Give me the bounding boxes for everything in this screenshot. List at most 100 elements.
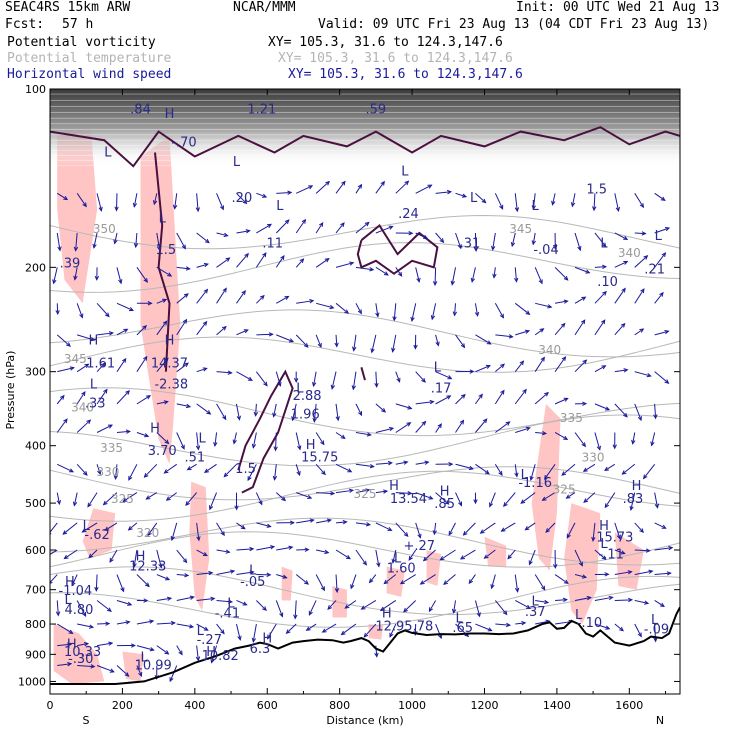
- wind-vector-head: [143, 598, 149, 603]
- wind-vector: [327, 600, 337, 610]
- wind-vector: [156, 597, 172, 601]
- wind-vector-head: [124, 672, 130, 677]
- stratosphere-shading: [50, 89, 680, 167]
- wind-vector: [171, 522, 178, 541]
- wind-vector-head: [637, 632, 642, 638]
- wind-vector: [566, 522, 576, 538]
- wind-vector: [571, 193, 576, 207]
- extremum-label: .20: [232, 191, 253, 206]
- wind-vector-head: [347, 468, 353, 473]
- wind-vector-head: [208, 570, 214, 576]
- wind-vector: [176, 623, 194, 628]
- wind-vector: [77, 623, 94, 628]
- wind-vector-head: [83, 470, 88, 476]
- wind-vector: [494, 390, 505, 405]
- header: SEAC4RS 15km ARW NCAR/MMM Init: 00 UTC W…: [0, 0, 740, 90]
- wind-vector-head: [451, 608, 457, 614]
- wind-vectors: [50, 180, 674, 683]
- wind-vector: [116, 358, 127, 372]
- wind-vector: [315, 574, 325, 591]
- wind-vector-head: [71, 581, 76, 587]
- wind-vector-head: [561, 471, 567, 476]
- wind-vector: [355, 266, 374, 271]
- extremum-label: 1.5: [235, 462, 256, 477]
- wind-vector-head: [430, 315, 436, 321]
- wind-vector: [335, 521, 347, 524]
- wind-vector-head: [502, 610, 508, 616]
- wind-vector-head: [128, 475, 133, 481]
- wind-vector-head: [170, 620, 176, 626]
- wind-vector: [395, 522, 409, 537]
- wind-vector: [654, 371, 669, 384]
- wind-vector-head: [312, 417, 317, 423]
- wind-vector-head: [653, 414, 658, 420]
- wind-vector: [463, 522, 476, 536]
- model-title: SEAC4RS 15km ARW: [5, 0, 131, 15]
- wind-vector: [554, 432, 568, 440]
- wind-vector-head: [84, 363, 90, 368]
- wind-vector: [411, 303, 417, 321]
- wind-vector-head: [321, 628, 327, 633]
- wind-vector-head: [379, 606, 385, 612]
- wind-vector-head: [482, 418, 488, 424]
- wind-vector-head: [241, 289, 246, 295]
- wind-vector-head: [457, 244, 462, 250]
- wind-vector-head: [364, 221, 370, 227]
- extremum-label: L: [394, 552, 402, 567]
- wind-vector: [196, 572, 213, 576]
- wind-vector: [654, 600, 665, 607]
- isentrope: [50, 309, 680, 358]
- wind-vector-head: [360, 605, 366, 610]
- wind-vector: [236, 371, 253, 381]
- wind-vector: [136, 665, 142, 677]
- wind-vector-head: [423, 234, 429, 239]
- wind-vector: [176, 596, 194, 601]
- wind-vector: [196, 289, 208, 304]
- wind-vector: [196, 432, 199, 450]
- wind-vector: [176, 403, 191, 408]
- wind-vector-head: [487, 627, 493, 632]
- extremum-label: 12.95: [375, 619, 412, 634]
- wind-vector-head: [149, 619, 155, 624]
- wind-vector: [435, 334, 439, 346]
- wind-vector: [431, 303, 437, 320]
- wind-vector-head: [551, 200, 556, 206]
- wind-vector-head: [182, 558, 188, 564]
- extremum-label: -.30: [68, 652, 93, 667]
- wind-vector: [535, 599, 549, 604]
- wind-vector: [169, 665, 178, 682]
- wind-vector: [116, 302, 134, 311]
- wind-vector-head: [585, 269, 591, 274]
- wind-vector-head: [399, 580, 405, 585]
- wind-vector-head: [249, 570, 255, 575]
- wind-vector: [335, 432, 346, 439]
- wind-vector-head: [100, 362, 106, 368]
- wind-vector-head: [183, 293, 189, 298]
- wind-vector: [73, 492, 78, 506]
- wind-vector: [295, 185, 313, 194]
- wind-vector-head: [284, 295, 290, 300]
- wind-vector: [315, 334, 322, 348]
- wind-vector: [654, 522, 666, 529]
- wind-vector-head: [528, 560, 533, 566]
- wind-vector-head: [620, 322, 626, 328]
- wind-vector-head: [113, 239, 118, 245]
- wind-vector: [216, 257, 230, 268]
- wind-vector-head: [446, 189, 453, 195]
- wind-vector-head: [641, 231, 647, 236]
- wind-vector: [335, 574, 338, 593]
- extremum-label: L: [532, 199, 540, 214]
- theta-label: 340: [538, 343, 561, 357]
- wind-vector-head: [144, 433, 150, 438]
- wind-vector-head: [55, 310, 60, 316]
- wind-vector-head: [227, 599, 234, 604]
- wind-vector-head: [500, 363, 505, 369]
- wind-vector: [57, 663, 72, 667]
- wind-vector: [654, 292, 664, 304]
- wind-vector-head: [602, 290, 607, 296]
- wind-vector: [614, 369, 628, 373]
- wind-vector: [335, 489, 353, 494]
- extremum-label: 1.96: [291, 408, 320, 423]
- wind-vector-head: [164, 650, 170, 655]
- wind-vector-head: [621, 287, 626, 293]
